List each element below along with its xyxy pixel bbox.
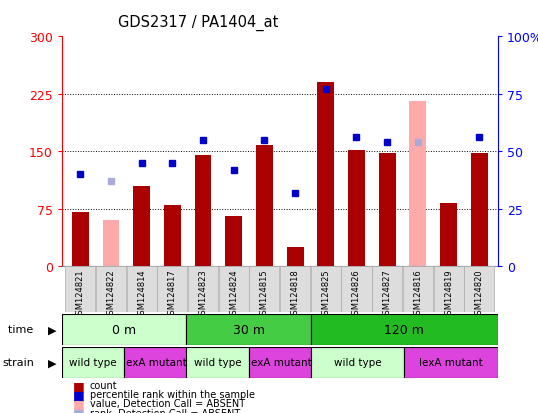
Bar	[157, 266, 187, 312]
Text: 30 m: 30 m	[232, 323, 265, 336]
Text: GSM124817: GSM124817	[168, 268, 177, 319]
Text: ▶: ▶	[48, 357, 57, 368]
Text: wild type: wild type	[194, 357, 242, 368]
Text: GSM124818: GSM124818	[291, 268, 300, 319]
Text: ▶: ▶	[48, 324, 57, 335]
Text: GSM124814: GSM124814	[137, 268, 146, 319]
Text: ■: ■	[73, 388, 84, 401]
Text: value, Detection Call = ABSENT: value, Detection Call = ABSENT	[90, 399, 245, 408]
Text: GSM124820: GSM124820	[475, 268, 484, 319]
Bar	[164, 205, 181, 266]
Text: GSM124816: GSM124816	[413, 268, 422, 319]
Text: GSM124819: GSM124819	[444, 268, 453, 319]
Bar	[348, 150, 365, 266]
Bar	[225, 217, 242, 266]
Text: lexA mutant: lexA mutant	[419, 357, 483, 368]
Text: count: count	[90, 380, 117, 390]
Bar	[96, 266, 126, 312]
Text: wild type: wild type	[334, 357, 381, 368]
Bar	[311, 266, 341, 312]
Text: GDS2317 / PA1404_at: GDS2317 / PA1404_at	[118, 14, 279, 31]
Text: time: time	[8, 324, 37, 335]
Text: 0 m: 0 m	[112, 323, 136, 336]
Text: GSM124824: GSM124824	[229, 268, 238, 319]
Text: GSM124815: GSM124815	[260, 268, 269, 319]
Text: GSM124821: GSM124821	[76, 268, 85, 319]
Bar	[372, 266, 402, 312]
Text: GSM124825: GSM124825	[321, 268, 330, 319]
Text: rank, Detection Call = ABSENT: rank, Detection Call = ABSENT	[90, 408, 240, 413]
Bar	[186, 314, 311, 345]
Bar	[434, 266, 464, 312]
Bar	[186, 347, 249, 378]
Bar	[409, 102, 426, 266]
Text: lexA mutant: lexA mutant	[123, 357, 187, 368]
Bar	[311, 314, 498, 345]
Bar	[62, 347, 124, 378]
Bar	[126, 266, 157, 312]
Bar	[195, 156, 211, 266]
Text: ■: ■	[73, 379, 84, 392]
Bar	[72, 213, 89, 266]
Bar	[287, 247, 303, 266]
Bar	[249, 347, 311, 378]
Bar	[103, 221, 119, 266]
Bar	[471, 153, 487, 266]
Text: 120 m: 120 m	[384, 323, 424, 336]
Text: GSM124823: GSM124823	[199, 268, 208, 319]
Bar	[403, 266, 433, 312]
Bar	[218, 266, 249, 312]
Bar	[188, 266, 218, 312]
Bar	[62, 314, 186, 345]
Bar	[65, 266, 95, 312]
Bar	[342, 266, 372, 312]
Bar	[464, 266, 494, 312]
Text: GSM124826: GSM124826	[352, 268, 361, 319]
Text: percentile rank within the sample: percentile rank within the sample	[90, 389, 255, 399]
Text: wild type: wild type	[69, 357, 117, 368]
Bar	[379, 154, 395, 266]
Bar	[256, 146, 273, 266]
Text: ■: ■	[73, 406, 84, 413]
Bar	[133, 186, 150, 266]
Bar	[404, 347, 498, 378]
Bar	[317, 83, 334, 266]
Bar	[440, 204, 457, 266]
Bar	[250, 266, 279, 312]
Text: strain: strain	[3, 357, 34, 368]
Text: GSM124827: GSM124827	[383, 268, 392, 319]
Text: GSM124822: GSM124822	[107, 268, 116, 319]
Bar	[280, 266, 310, 312]
Bar	[124, 347, 186, 378]
Bar	[311, 347, 404, 378]
Text: lexA mutant: lexA mutant	[248, 357, 312, 368]
Text: ■: ■	[73, 397, 84, 410]
